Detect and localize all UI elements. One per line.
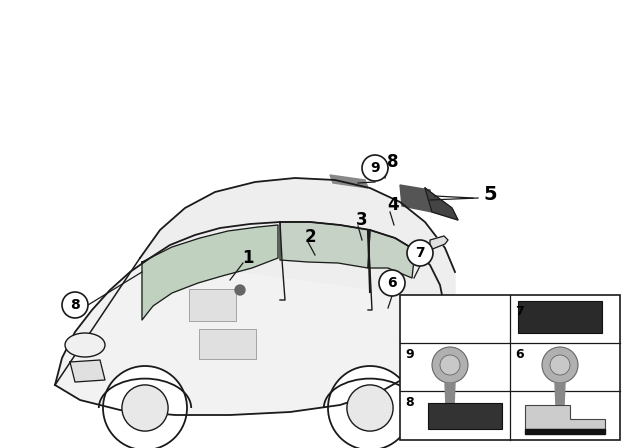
Text: 9: 9	[370, 161, 380, 175]
Polygon shape	[140, 178, 455, 300]
FancyBboxPatch shape	[400, 295, 620, 440]
Circle shape	[235, 285, 245, 295]
Polygon shape	[555, 383, 565, 407]
Circle shape	[440, 355, 460, 375]
Circle shape	[347, 385, 393, 431]
Circle shape	[407, 240, 433, 266]
Text: 9: 9	[405, 348, 413, 361]
Text: 4: 4	[387, 196, 399, 214]
Text: 7: 7	[415, 246, 425, 260]
Polygon shape	[142, 225, 278, 320]
FancyBboxPatch shape	[428, 403, 502, 429]
Text: 8: 8	[405, 396, 413, 409]
Text: 6: 6	[387, 276, 397, 290]
Polygon shape	[440, 310, 455, 340]
Polygon shape	[400, 185, 432, 212]
Polygon shape	[525, 429, 605, 434]
Polygon shape	[330, 175, 368, 188]
Text: 8: 8	[387, 153, 399, 171]
FancyBboxPatch shape	[518, 301, 602, 333]
Text: 5: 5	[483, 185, 497, 204]
Circle shape	[62, 292, 88, 318]
Polygon shape	[368, 230, 415, 278]
Circle shape	[122, 385, 168, 431]
Text: 3: 3	[356, 211, 368, 229]
Polygon shape	[430, 236, 448, 250]
FancyBboxPatch shape	[189, 289, 236, 321]
Text: 2: 2	[304, 228, 316, 246]
Circle shape	[542, 347, 578, 383]
Text: 1: 1	[243, 249, 253, 267]
Ellipse shape	[65, 333, 105, 357]
Circle shape	[432, 347, 468, 383]
Circle shape	[379, 270, 405, 296]
Text: 8: 8	[70, 298, 80, 312]
Polygon shape	[70, 360, 105, 382]
FancyBboxPatch shape	[199, 329, 256, 359]
Polygon shape	[525, 405, 605, 429]
Polygon shape	[425, 188, 458, 220]
Circle shape	[550, 355, 570, 375]
Circle shape	[328, 366, 412, 448]
Text: 7: 7	[515, 305, 524, 318]
Polygon shape	[55, 222, 445, 415]
Polygon shape	[445, 383, 455, 407]
Circle shape	[362, 155, 388, 181]
Polygon shape	[280, 222, 370, 268]
Circle shape	[103, 366, 187, 448]
Text: 6: 6	[515, 348, 524, 361]
